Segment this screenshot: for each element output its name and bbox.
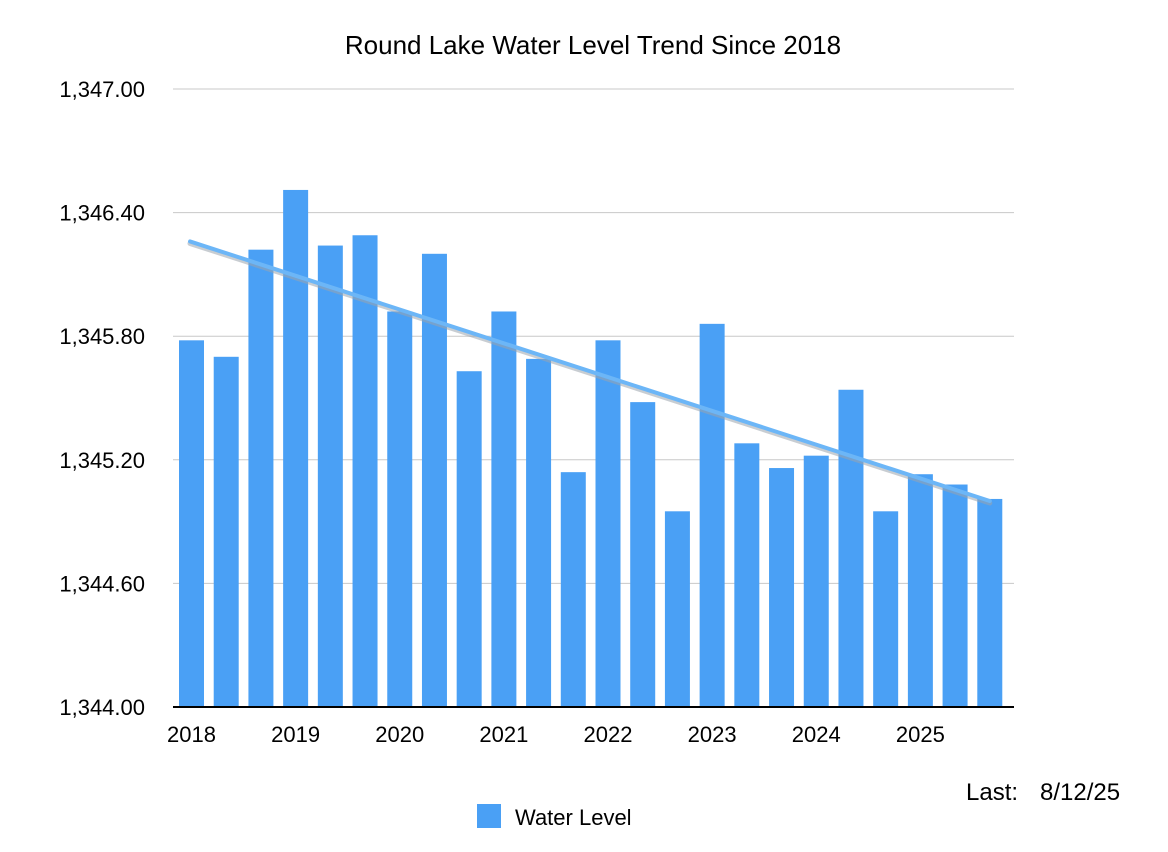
y-axis-tick-labels: 1,344.00 1,344.60 1,345.20 1,345.80 1,346.40… — [59, 77, 145, 720]
bar-water-level — [352, 235, 378, 707]
x-axis-tick-labels: 2018 2019 2020 2021 2022 2023 2024 2025 — [167, 722, 945, 747]
x-tick-label: 2021 — [479, 722, 528, 747]
y-tick-label: 1,346.40 — [59, 201, 145, 226]
bar-water-level — [387, 311, 413, 707]
bar-water-level — [838, 389, 864, 707]
y-tick-label: 1,344.60 — [59, 571, 145, 596]
bar-water-level — [248, 249, 274, 707]
bar-water-level — [664, 511, 690, 707]
bar-water-level — [803, 455, 829, 707]
x-tick-label: 2022 — [584, 722, 633, 747]
x-tick-label: 2023 — [688, 722, 737, 747]
y-tick-label: 1,344.00 — [59, 695, 145, 720]
last-updated-note: Last: 8/12/25 — [966, 779, 1120, 806]
y-tick-label: 1,347.00 — [59, 77, 145, 102]
x-tick-label: 2024 — [792, 722, 841, 747]
y-tick-label: 1,345.20 — [59, 448, 145, 473]
trendline — [187, 239, 993, 506]
bar-water-level — [630, 402, 656, 707]
x-tick-label: 2019 — [271, 722, 320, 747]
bar-water-level — [699, 323, 725, 707]
bar-water-level — [907, 474, 933, 707]
legend-swatch-water-level — [477, 804, 501, 828]
chart-title: Round Lake Water Level Trend Since 2018 — [345, 30, 841, 60]
bar-water-level — [456, 371, 482, 707]
bar-water-level — [526, 358, 552, 707]
bar-water-level — [491, 311, 517, 707]
bar-water-level — [317, 245, 343, 707]
bar-water-level — [179, 340, 204, 707]
x-tick-label: 2020 — [375, 722, 424, 747]
bar-water-level — [421, 253, 447, 708]
bar-water-level — [560, 472, 586, 707]
legend: Water Level — [477, 804, 632, 830]
last-updated-date: 8/12/25 — [1040, 779, 1120, 806]
bar-water-level — [283, 189, 309, 707]
trendline-line — [188, 239, 992, 503]
bar-water-level — [734, 443, 760, 707]
bar-water-level — [873, 511, 899, 707]
bar-water-level — [213, 356, 239, 707]
last-updated-label: Last: — [966, 779, 1018, 806]
bar-series-water-level — [179, 189, 1003, 708]
y-tick-label: 1,345.80 — [59, 324, 145, 349]
bar-water-level — [595, 340, 621, 707]
x-tick-label: 2025 — [896, 722, 945, 747]
bar-water-level — [769, 468, 795, 707]
bar-water-level — [942, 484, 968, 707]
x-tick-label: 2018 — [167, 722, 216, 747]
bar-water-level — [977, 498, 1003, 707]
legend-label-water-level: Water Level — [515, 805, 632, 830]
